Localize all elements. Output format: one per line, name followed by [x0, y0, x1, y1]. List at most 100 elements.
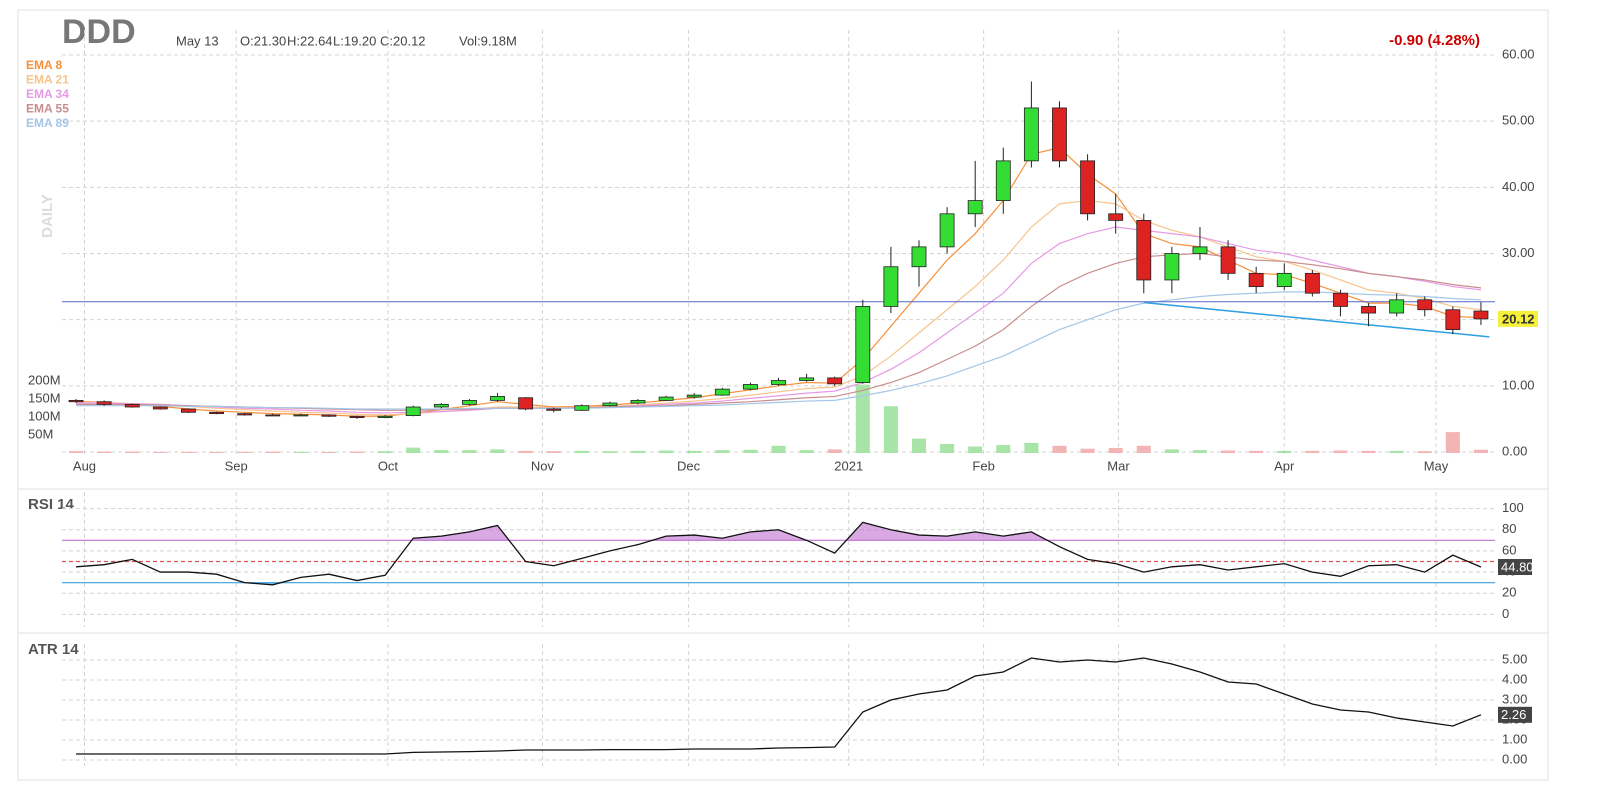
candle-body — [855, 306, 871, 383]
x-tick-label: Dec — [677, 458, 701, 473]
candle-body — [265, 414, 281, 417]
high-text: H:22.64 — [287, 33, 333, 48]
candle-body — [461, 399, 477, 405]
x-tick-label: Sep — [225, 458, 248, 473]
y-tick-label: 50.00 — [1502, 113, 1535, 128]
low-text: L:19.20 — [333, 33, 376, 48]
candle-body — [1220, 246, 1236, 274]
volume-bar — [293, 451, 308, 453]
date: May 13 — [176, 33, 219, 48]
volume-bar — [883, 406, 898, 453]
y-tick-label: 4.00 — [1502, 671, 1527, 686]
candle-body — [490, 396, 505, 401]
candle-body — [152, 406, 168, 410]
volume-bar — [237, 451, 252, 453]
volume-bar — [1389, 450, 1404, 453]
volume-tick-label: 150M — [28, 390, 61, 405]
legend-entry: EMA 21 — [26, 73, 69, 87]
ema-line — [76, 199, 1482, 416]
value-tag — [1498, 706, 1532, 723]
volume-bar — [1361, 450, 1376, 453]
candle-body — [630, 399, 646, 404]
x-tick-label: Feb — [972, 458, 994, 473]
candle-body — [433, 403, 449, 408]
candle-body — [293, 414, 309, 417]
candle-body — [1417, 299, 1433, 311]
ema-line — [76, 226, 1482, 414]
volume-bar — [1221, 450, 1236, 453]
volume-bar — [546, 451, 561, 453]
candle-body — [1192, 246, 1208, 254]
open-text: O:21.30 — [240, 33, 286, 48]
volume-bar — [265, 451, 280, 453]
legend-entry: EMA 8 — [26, 58, 63, 72]
volume-bar — [69, 451, 84, 453]
volume-bar — [799, 450, 814, 453]
candle-body — [518, 397, 534, 410]
candle-body — [658, 396, 674, 401]
volume-bar — [996, 445, 1011, 453]
y-tick-label: 100 — [1502, 500, 1524, 515]
volume-bar — [574, 450, 589, 453]
change: -0.90 (4.28%) — [1389, 32, 1480, 49]
volume-bar — [1108, 447, 1123, 453]
volume-bar — [350, 451, 365, 453]
legend-entry: EMA 89 — [26, 116, 69, 130]
x-tick-label: 2021 — [834, 458, 863, 473]
volume-bar — [209, 451, 224, 453]
volume-bar — [462, 450, 477, 453]
volume-bar — [771, 445, 786, 453]
volume-bar — [518, 450, 533, 453]
y-tick-label: 20 — [1502, 585, 1516, 600]
candle-body — [405, 406, 421, 417]
volume-bar — [1277, 450, 1292, 453]
volume-bar — [743, 449, 758, 453]
indicator-line — [76, 657, 1482, 755]
candle-body — [68, 399, 84, 403]
candle-body — [995, 160, 1011, 201]
rsi-title: RSI 14 — [28, 496, 75, 513]
value-tag-label: 44.80 — [1501, 559, 1534, 574]
volume-tick-label: 50M — [28, 426, 53, 441]
volume-bar — [181, 451, 196, 453]
candle-body — [1164, 253, 1180, 281]
candle-body — [377, 415, 393, 418]
volume-bar — [630, 450, 646, 453]
y-tick-label: 0.00 — [1502, 443, 1527, 458]
volume-bar — [1136, 445, 1151, 453]
volume-bar — [827, 449, 842, 453]
volume-bar — [687, 450, 702, 453]
candle-body — [827, 377, 843, 385]
volume-bar — [1417, 451, 1432, 453]
volume-bar — [1080, 448, 1095, 453]
x-tick-label: Oct — [378, 458, 399, 473]
candle-body — [911, 246, 927, 268]
candle-body — [1080, 160, 1096, 215]
volume-tick-label: 200M — [28, 372, 61, 387]
volume-bar — [855, 384, 870, 453]
candle-body — [967, 200, 983, 215]
candle-body — [1052, 107, 1067, 162]
volume-bar — [1473, 449, 1488, 453]
volume-bar — [940, 444, 955, 453]
candle-body — [799, 377, 815, 381]
volume-bar — [911, 438, 927, 453]
y-tick-label: 40.00 — [1502, 179, 1535, 194]
volume-bar — [602, 451, 617, 453]
indicator-line — [76, 521, 1482, 586]
y-tick-label: 0.00 — [1502, 751, 1527, 766]
y-tick-label: 60 — [1502, 542, 1516, 557]
candle-body — [209, 411, 224, 415]
candle-body — [124, 403, 140, 408]
volume-bar — [1305, 450, 1320, 453]
y-tick-label: 0 — [1502, 606, 1509, 621]
candle-body — [574, 405, 590, 411]
value-tag-label: 2.26 — [1501, 707, 1526, 722]
atr-title: ATR 14 — [28, 641, 79, 658]
candle-body — [1304, 272, 1320, 294]
x-tick-label: Apr — [1274, 458, 1295, 473]
volume-bar — [715, 450, 730, 453]
candle-body — [349, 415, 365, 418]
